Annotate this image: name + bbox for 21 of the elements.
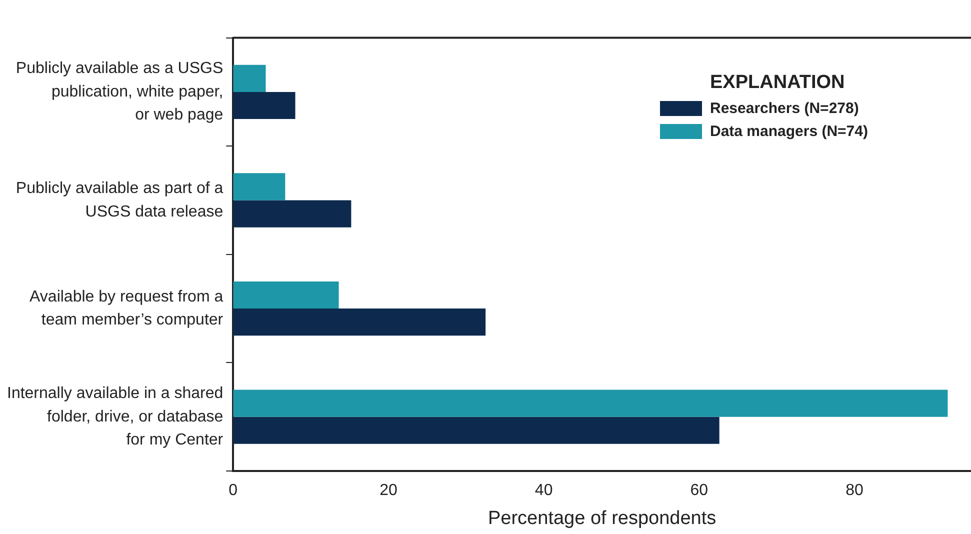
bar — [233, 200, 352, 228]
x-tick-label: 20 — [380, 482, 398, 500]
y-tick-label: Publicly available as a USGS publication, white paper, or web page — [16, 60, 224, 124]
y-tick-label: Internally available in a shared folder, drive, or database for my Center — [6, 385, 224, 448]
legend-label: Researchers (N=278) — [710, 100, 859, 117]
x-axis-title: Percentage of respondents — [488, 508, 716, 529]
bar — [233, 64, 266, 92]
x-tick-label: 40 — [534, 482, 553, 500]
legend-title: EXPLANATION — [710, 72, 846, 94]
bar — [233, 416, 720, 444]
bar — [233, 281, 339, 309]
x-tick-label: 60 — [690, 482, 708, 500]
bar — [233, 390, 948, 417]
bar — [233, 308, 486, 336]
x-tick-label: 80 — [846, 482, 864, 500]
y-tick-label: Available by request from a team member’s computer — [30, 288, 224, 329]
bar — [233, 173, 286, 200]
y-tick-label: Publicly available as part of a USGS data release — [16, 180, 224, 220]
x-tick-label: 0 — [228, 482, 238, 500]
legend-label: Data managers (N=74) — [710, 123, 868, 140]
bar — [233, 92, 296, 120]
